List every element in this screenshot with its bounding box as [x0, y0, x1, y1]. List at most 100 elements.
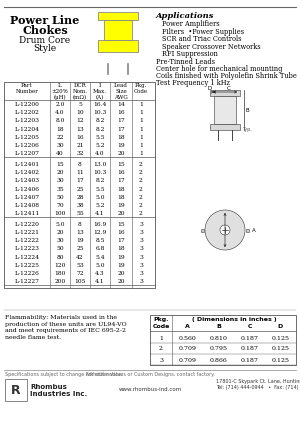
Text: 35: 35: [56, 187, 64, 192]
Bar: [98, 40, 138, 52]
Text: 1: 1: [139, 151, 143, 156]
Text: L-12204: L-12204: [14, 127, 40, 132]
Bar: [214, 96, 236, 124]
Text: 18: 18: [117, 135, 125, 140]
Text: 40: 40: [56, 151, 64, 156]
Text: 2: 2: [139, 187, 143, 192]
Text: L-12207: L-12207: [14, 151, 40, 156]
Text: 20: 20: [117, 151, 125, 156]
Text: 20: 20: [117, 279, 125, 284]
Text: 1: 1: [139, 143, 143, 148]
Text: 72: 72: [76, 271, 84, 276]
Text: Test Frequency 1 kHz: Test Frequency 1 kHz: [156, 79, 230, 87]
Text: Part
Number: Part Number: [16, 83, 38, 94]
Text: 2: 2: [159, 346, 163, 351]
Text: I
Max.
(A): I Max. (A): [93, 83, 107, 100]
Text: Power Amplifiers: Power Amplifiers: [162, 20, 220, 28]
Text: 6.8: 6.8: [95, 246, 105, 252]
Bar: [210, 124, 240, 130]
Text: 16.9: 16.9: [93, 222, 106, 227]
Text: 3: 3: [139, 271, 143, 276]
Text: L-12401: L-12401: [14, 162, 40, 167]
Text: C: C: [247, 324, 252, 329]
Text: 55: 55: [76, 211, 84, 216]
Text: L-12221: L-12221: [14, 230, 40, 235]
Text: 1: 1: [139, 135, 143, 140]
Text: 5.0: 5.0: [95, 263, 105, 268]
Text: 20: 20: [56, 230, 64, 235]
Text: L-12223: L-12223: [14, 246, 40, 252]
Text: RFI Suppression: RFI Suppression: [162, 50, 218, 58]
Text: 18: 18: [56, 127, 64, 132]
Text: L-12407: L-12407: [14, 195, 40, 200]
Text: 30: 30: [56, 238, 64, 243]
Text: L-12205: L-12205: [14, 135, 40, 140]
Text: 2: 2: [139, 178, 143, 183]
Text: 13.0: 13.0: [93, 162, 107, 167]
Text: 0.709: 0.709: [178, 357, 196, 363]
Text: 17: 17: [117, 178, 125, 183]
Text: 25: 25: [76, 246, 84, 252]
Text: 3: 3: [139, 279, 143, 284]
Bar: [210, 90, 240, 96]
Text: 18: 18: [117, 195, 125, 200]
Text: D: D: [208, 86, 212, 91]
Text: 2.0: 2.0: [55, 102, 65, 107]
Text: www.rhombus-ind.com: www.rhombus-ind.com: [118, 387, 182, 392]
Text: Industries Inc.: Industries Inc.: [30, 391, 87, 397]
Text: 5.2: 5.2: [95, 143, 105, 148]
Text: Pkg.: Pkg.: [153, 317, 169, 322]
Text: 19: 19: [117, 203, 125, 208]
Text: A: A: [252, 227, 256, 232]
Text: 2: 2: [139, 162, 143, 167]
Text: 180: 180: [54, 271, 66, 276]
Text: 8.5: 8.5: [95, 238, 105, 243]
Text: L-12224: L-12224: [14, 255, 40, 260]
Text: 50: 50: [56, 195, 64, 200]
Text: 0.125: 0.125: [272, 335, 290, 340]
Circle shape: [220, 225, 230, 235]
Text: 53: 53: [76, 263, 84, 268]
Text: 0.560: 0.560: [178, 335, 196, 340]
Text: 10.3: 10.3: [93, 170, 107, 175]
Text: 20: 20: [117, 211, 125, 216]
Text: 100: 100: [54, 211, 66, 216]
Text: 2: 2: [139, 211, 143, 216]
Text: 5.5: 5.5: [95, 135, 105, 140]
Bar: [150, 315, 296, 365]
Text: 11: 11: [76, 170, 84, 175]
Text: L-12206: L-12206: [15, 143, 39, 148]
Text: 8: 8: [78, 222, 82, 227]
Text: 28: 28: [76, 195, 84, 200]
Text: 0.125: 0.125: [272, 346, 290, 351]
Text: 12.9: 12.9: [93, 230, 106, 235]
Text: L
±20%
(μH): L ±20% (μH): [52, 83, 68, 100]
Text: Flammability: Materials used in the
production of these units are UL94-VO
and me: Flammability: Materials used in the prod…: [5, 315, 127, 340]
Text: SCR and Triac Controls: SCR and Triac Controls: [162, 35, 242, 43]
Bar: [201, 229, 204, 232]
Text: B: B: [216, 324, 221, 329]
Text: 0.125: 0.125: [272, 357, 290, 363]
Text: L-12227: L-12227: [14, 279, 40, 284]
Text: For other values or Custom Designs, contact factory.: For other values or Custom Designs, cont…: [85, 372, 214, 377]
Text: 32: 32: [76, 151, 84, 156]
Bar: [98, 12, 138, 20]
Text: 0.709: 0.709: [178, 346, 196, 351]
Text: 19: 19: [117, 263, 125, 268]
Text: 17: 17: [117, 119, 125, 123]
Text: Lead
Size
AWG: Lead Size AWG: [114, 83, 128, 99]
Text: Power Line: Power Line: [11, 15, 80, 26]
Text: 1: 1: [139, 127, 143, 132]
Text: 2: 2: [139, 195, 143, 200]
Bar: [104, 20, 132, 40]
Text: 0.187: 0.187: [241, 357, 259, 363]
Text: L-12225: L-12225: [14, 263, 40, 268]
Text: L-12226: L-12226: [15, 271, 39, 276]
Text: 8.0: 8.0: [55, 119, 65, 123]
Text: B: B: [246, 108, 250, 113]
Text: 0.187: 0.187: [241, 335, 259, 340]
Text: 16: 16: [117, 230, 125, 235]
Text: C: C: [227, 86, 231, 91]
Text: 17801-C Skypark Ct. Lane, Huntington Beach, Ca. 92648-2093
Tel: (714) 444-0944  : 17801-C Skypark Ct. Lane, Huntington Bea…: [216, 379, 300, 390]
Text: 18: 18: [117, 246, 125, 252]
